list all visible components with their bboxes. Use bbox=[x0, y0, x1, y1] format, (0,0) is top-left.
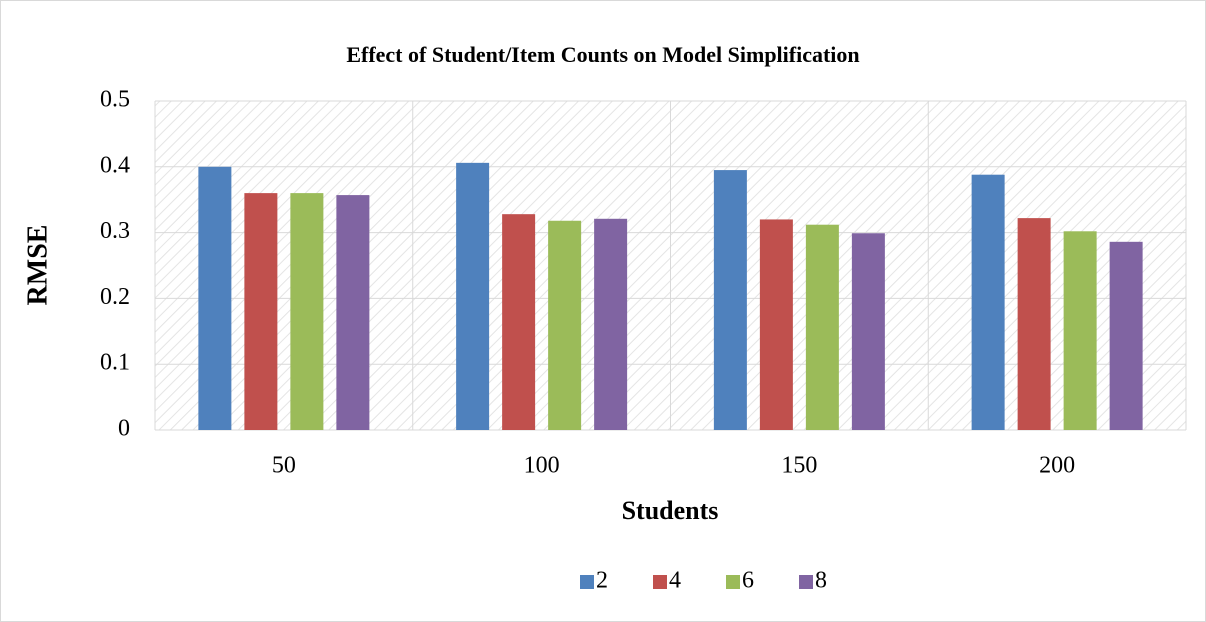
legend-label: 2 bbox=[596, 568, 608, 594]
x-tick-label: 50 bbox=[272, 453, 296, 479]
bar bbox=[1063, 231, 1097, 430]
chart-title: Effect of Student/Item Counts on Model S… bbox=[346, 42, 859, 67]
legend-swatch bbox=[726, 575, 740, 589]
bar bbox=[290, 193, 324, 430]
legend-label: 4 bbox=[669, 568, 681, 594]
bar bbox=[336, 195, 370, 430]
bar bbox=[971, 174, 1005, 430]
y-axis-label: RMSE bbox=[22, 225, 53, 306]
y-tick-label: 0 bbox=[118, 416, 130, 442]
bar bbox=[244, 193, 278, 430]
x-tick-label: 100 bbox=[524, 453, 560, 479]
x-tick-label: 150 bbox=[781, 453, 817, 479]
bar bbox=[713, 170, 747, 430]
bar bbox=[502, 214, 536, 430]
y-tick-label: 0.5 bbox=[100, 87, 130, 113]
bar bbox=[759, 219, 793, 430]
bar bbox=[1109, 241, 1143, 430]
bar bbox=[456, 162, 490, 431]
y-tick-label: 0.3 bbox=[100, 218, 130, 244]
bar bbox=[198, 166, 232, 431]
legend-swatch bbox=[580, 575, 594, 589]
legend-swatch bbox=[653, 575, 667, 589]
x-tick-label: 200 bbox=[1039, 453, 1075, 479]
bar bbox=[1017, 218, 1051, 430]
y-tick-label: 0.2 bbox=[100, 284, 130, 310]
bar bbox=[548, 220, 582, 430]
legend-label: 6 bbox=[742, 568, 754, 594]
bar bbox=[594, 218, 628, 430]
legend-label: 8 bbox=[815, 568, 827, 594]
x-axis-label: Students bbox=[622, 496, 719, 525]
bar bbox=[851, 233, 885, 430]
y-tick-label: 0.4 bbox=[100, 152, 130, 178]
y-tick-label: 0.1 bbox=[100, 350, 130, 376]
bar bbox=[805, 224, 839, 430]
legend-swatch bbox=[799, 575, 813, 589]
